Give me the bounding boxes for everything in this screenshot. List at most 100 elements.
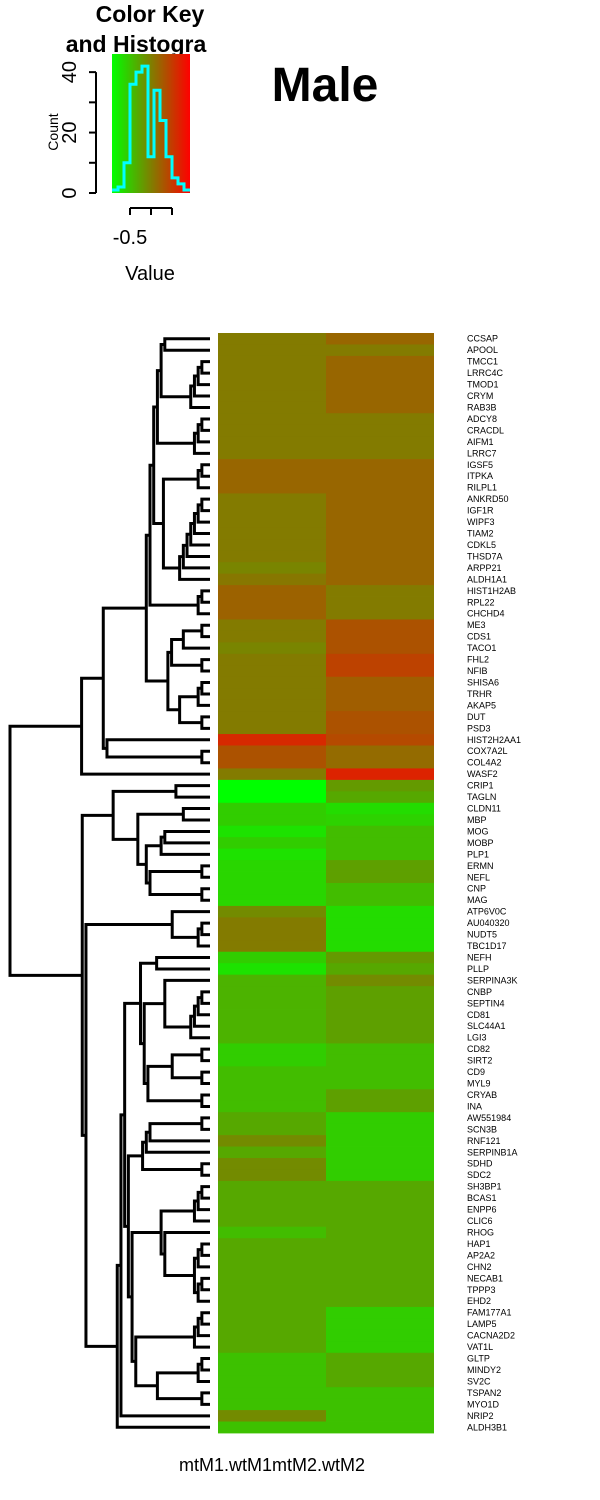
heatmap-cell bbox=[218, 768, 326, 781]
row-label: ENPP6 bbox=[467, 1205, 497, 1215]
heatmap-cell bbox=[218, 550, 326, 563]
row-label: CHCHD4 bbox=[467, 609, 505, 619]
row-label: SLC44A1 bbox=[467, 1021, 506, 1031]
heatmap-cell bbox=[326, 756, 434, 769]
heatmap-cell bbox=[326, 1329, 434, 1342]
heatmap-cell bbox=[218, 871, 326, 884]
heatmap-cell bbox=[326, 390, 434, 403]
heatmap-cell bbox=[326, 562, 434, 575]
dendrogram-branch bbox=[200, 1116, 210, 1131]
heatmap-cell bbox=[326, 642, 434, 655]
row-label: RHOG bbox=[467, 1227, 494, 1237]
heatmap-cell bbox=[326, 928, 434, 941]
heatmap-cell bbox=[218, 1112, 326, 1125]
row-label: LRRC7 bbox=[467, 448, 497, 458]
heatmap-cell bbox=[218, 1100, 326, 1113]
heatmap-cell bbox=[326, 676, 434, 689]
dendrogram-branch bbox=[200, 1070, 210, 1086]
heatmap-cell bbox=[218, 1043, 326, 1056]
heatmap-cell bbox=[218, 413, 326, 426]
heatmap-cell bbox=[218, 722, 326, 735]
heatmap-cell bbox=[218, 1020, 326, 1033]
dendrogram-branch bbox=[189, 521, 210, 547]
heatmap-cell bbox=[326, 871, 434, 884]
heatmap-cell bbox=[326, 688, 434, 701]
dendrogram-branch bbox=[200, 1357, 210, 1372]
row-label: CRYM bbox=[467, 391, 493, 401]
dendrogram-branch bbox=[196, 423, 210, 444]
dendrogram-branch bbox=[142, 1002, 165, 1086]
heatmap-cell bbox=[218, 1410, 326, 1422]
row-label: IGSF5 bbox=[467, 460, 493, 470]
heatmap-cell bbox=[218, 1192, 326, 1205]
row-dendrogram bbox=[8, 337, 210, 1429]
row-label: SERPINB1A bbox=[467, 1147, 518, 1157]
row-label: TBC1D17 bbox=[467, 941, 507, 951]
dendrogram-branch bbox=[196, 365, 210, 387]
heatmap-cell bbox=[326, 791, 434, 804]
heatmap-cell bbox=[326, 734, 434, 746]
heatmap-cell bbox=[218, 459, 326, 471]
row-label: NFIB bbox=[467, 666, 488, 676]
dendrogram-branch bbox=[196, 1282, 210, 1303]
row-label: NUDT5 bbox=[467, 930, 497, 940]
row-label: ME3 bbox=[467, 620, 486, 630]
row-label: ITPKA bbox=[467, 471, 493, 481]
heatmap-cell bbox=[218, 619, 326, 632]
row-label: CHN2 bbox=[467, 1262, 492, 1272]
row-label: TSPAN2 bbox=[467, 1388, 501, 1398]
row-label: INA bbox=[467, 1101, 482, 1111]
heatmap-cell bbox=[326, 814, 434, 827]
dendrogram-branch bbox=[155, 955, 210, 971]
heatmap-cell bbox=[218, 1123, 326, 1136]
row-label: SERPINA3K bbox=[467, 975, 518, 985]
heatmap-cell bbox=[326, 1410, 434, 1422]
dendrogram-branch bbox=[159, 835, 210, 856]
heatmap-cell bbox=[326, 459, 434, 471]
dendrogram-branch bbox=[192, 1325, 210, 1349]
row-label: WASF2 bbox=[467, 769, 498, 779]
row-label: TACO1 bbox=[467, 643, 496, 653]
heatmap-cell bbox=[218, 481, 326, 494]
row-label: ATP6V0C bbox=[467, 907, 507, 917]
dendrogram-branch bbox=[196, 927, 210, 948]
heatmap-cell bbox=[326, 768, 434, 781]
row-label: AKAP5 bbox=[467, 700, 496, 710]
heatmap-cell bbox=[218, 596, 326, 609]
dendrogram-branch bbox=[148, 463, 199, 607]
row-label: NECAB1 bbox=[467, 1273, 503, 1283]
row-label: ALDH1A1 bbox=[467, 574, 507, 584]
dendrogram-branch bbox=[192, 511, 210, 536]
row-label: ADCY8 bbox=[467, 414, 497, 424]
dendrogram-branch bbox=[115, 1263, 210, 1429]
row-label: CRIP1 bbox=[467, 781, 494, 791]
dendrogram-branch bbox=[196, 1248, 210, 1269]
heatmap-cell bbox=[326, 355, 434, 368]
dendrogram-branch bbox=[136, 812, 184, 866]
heatmap-cell bbox=[326, 1100, 434, 1113]
dendrogram-branch bbox=[196, 686, 210, 707]
heatmap-cell bbox=[326, 1375, 434, 1388]
heatmap-cell bbox=[326, 917, 434, 930]
row-label: SIRT2 bbox=[467, 1056, 492, 1066]
heatmap-cell bbox=[218, 367, 326, 380]
color-key-title-line1: Color Key bbox=[96, 1, 205, 27]
heatmap-cell bbox=[218, 1066, 326, 1079]
row-label: MOBP bbox=[467, 838, 494, 848]
y-tick-label: 20 bbox=[59, 121, 81, 143]
dendrogram-branch bbox=[80, 676, 210, 776]
heatmap-cell bbox=[326, 1203, 434, 1216]
heatmap-cell bbox=[326, 447, 434, 460]
row-label: NEFL bbox=[467, 872, 490, 882]
heatmap-cell bbox=[218, 642, 326, 655]
row-label: TMCC1 bbox=[467, 357, 498, 367]
dendrogram-branch bbox=[159, 1209, 195, 1256]
row-label: SDC2 bbox=[467, 1170, 491, 1180]
row-label: LRRC4C bbox=[467, 368, 504, 378]
row-label: COL4A2 bbox=[467, 758, 502, 768]
heatmap-cell bbox=[218, 1054, 326, 1067]
heatmap-cell bbox=[218, 699, 326, 712]
dendrogram-branch bbox=[174, 784, 210, 799]
row-label: RNF121 bbox=[467, 1136, 501, 1146]
heatmap-cell bbox=[218, 493, 326, 506]
